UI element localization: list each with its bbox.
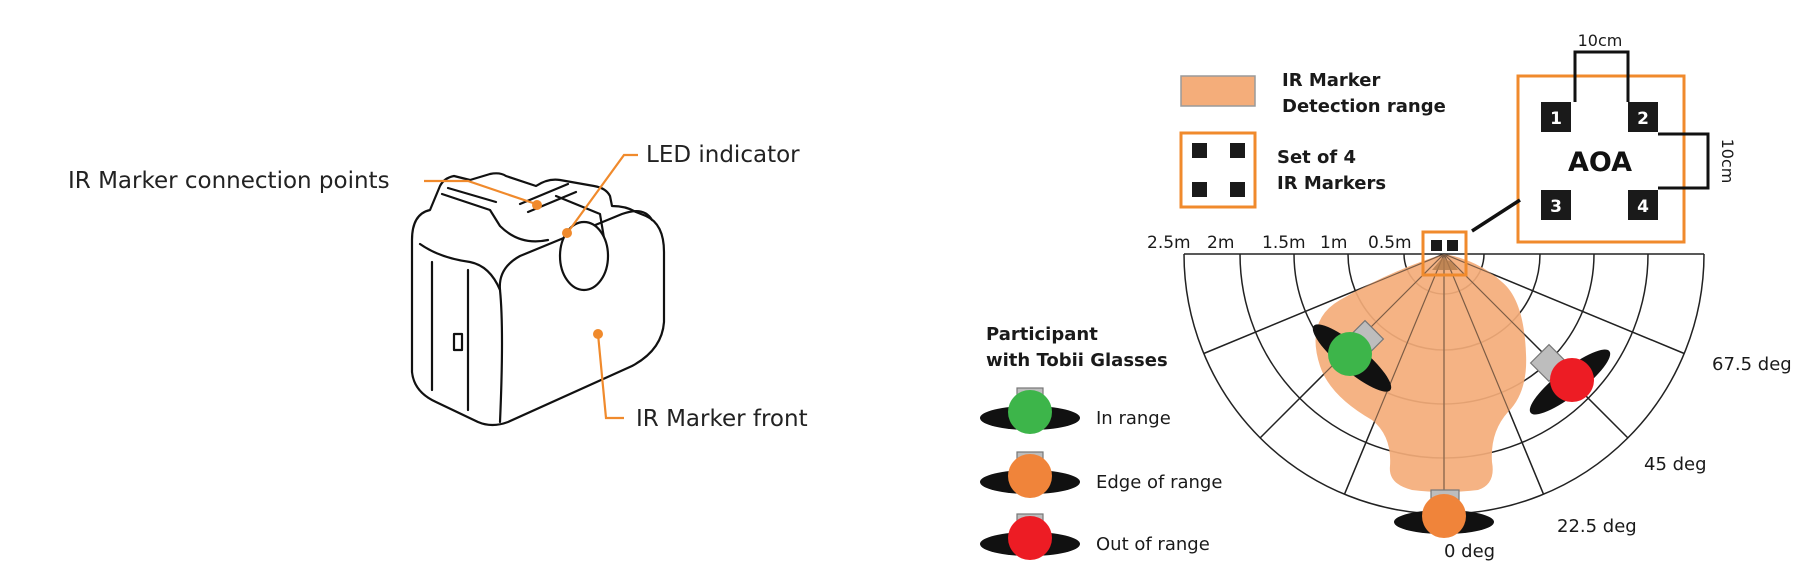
aoa-marker-4: 4 [1637, 197, 1649, 217]
dim-bracket-vertical [1658, 132, 1710, 190]
legend-edge-label: Edge of range [1096, 472, 1222, 493]
led-dot [562, 228, 572, 238]
legend-in-range-icon [980, 387, 1080, 434]
detection-range-area [1315, 254, 1527, 492]
legend-out-of-range-label: Out of range [1096, 534, 1210, 555]
label-led-indicator: LED indicator [646, 142, 800, 168]
dim-horizontal-label: 10cm [1578, 31, 1623, 50]
led-window [558, 220, 610, 292]
aoa-marker-1: 1 [1550, 109, 1562, 129]
polar-ray-7 [1443, 253, 1685, 355]
device-callouts [424, 153, 638, 420]
label-ir-marker-front: IR Marker front [636, 406, 808, 432]
ir-marker-device [410, 172, 666, 427]
dim-bracket-horizontal [1573, 50, 1630, 102]
participant-edge-in-chart [1394, 489, 1494, 538]
label-connection-points: IR Marker connection points [68, 168, 390, 194]
callout-dots [532, 200, 603, 339]
polar-ray-3 [1343, 253, 1445, 495]
aoa-marker-2: 2 [1637, 109, 1649, 129]
origin-marker-box [1421, 230, 1468, 277]
front-leader [596, 333, 624, 420]
polar-ray-1 [1203, 253, 1445, 355]
distance-label-2-5m: 2.5m [1147, 233, 1191, 253]
participant-title-line2: with Tobii Glasses [986, 350, 1168, 371]
legend-detection-line1: IR Marker [1282, 70, 1380, 91]
front-dot [593, 329, 603, 339]
legend-in-range-label: In range [1096, 408, 1171, 429]
device-top-rails [440, 182, 606, 243]
polar-grid-overlay [1203, 253, 1685, 514]
legend-markers-line1: Set of 4 [1277, 147, 1356, 168]
polar-ray-5 [1443, 253, 1545, 495]
marker-set-icon [1179, 131, 1257, 209]
aoa-marker-3: 3 [1550, 197, 1562, 217]
legend-out-of-range-icon [980, 513, 1080, 560]
distance-label-0-5m: 0.5m [1368, 233, 1412, 253]
dim-vertical-label: 10cm [1718, 139, 1737, 184]
device-side-slot [452, 332, 464, 352]
aoa-connector [1471, 198, 1521, 233]
distance-label-1-5m: 1.5m [1262, 233, 1306, 253]
legend-detection-line2: Detection range [1282, 96, 1446, 117]
detection-range-swatch [1180, 75, 1256, 107]
angle-label-0: 0 deg [1444, 541, 1495, 562]
connection-dot [532, 200, 542, 210]
distance-label-1m: 1m [1320, 233, 1347, 253]
device-side-panel [418, 242, 502, 412]
participant-out-of-range-in-chart [1529, 343, 1611, 415]
participant-title-line1: Participant [986, 324, 1098, 345]
legend-markers-line2: IR Markers [1277, 173, 1386, 194]
legend-edge-icon [980, 451, 1080, 498]
angle-label-22-5: 22.5 deg [1557, 516, 1637, 537]
polar-ray-6 [1443, 253, 1629, 439]
device-front-panel [498, 209, 654, 424]
connection-leader [424, 179, 537, 206]
led-leader [567, 153, 638, 233]
participant-in-range-in-chart [1312, 319, 1392, 392]
distance-label-2m: 2m [1207, 233, 1234, 253]
angle-label-45: 45 deg [1644, 454, 1707, 475]
device-body [410, 172, 666, 427]
aoa-detail: 1 2 3 4 AOA 10cm 10cm [1516, 31, 1737, 244]
angle-label-67-5: 67.5 deg [1712, 354, 1792, 375]
aoa-title: AOA [1568, 147, 1632, 178]
